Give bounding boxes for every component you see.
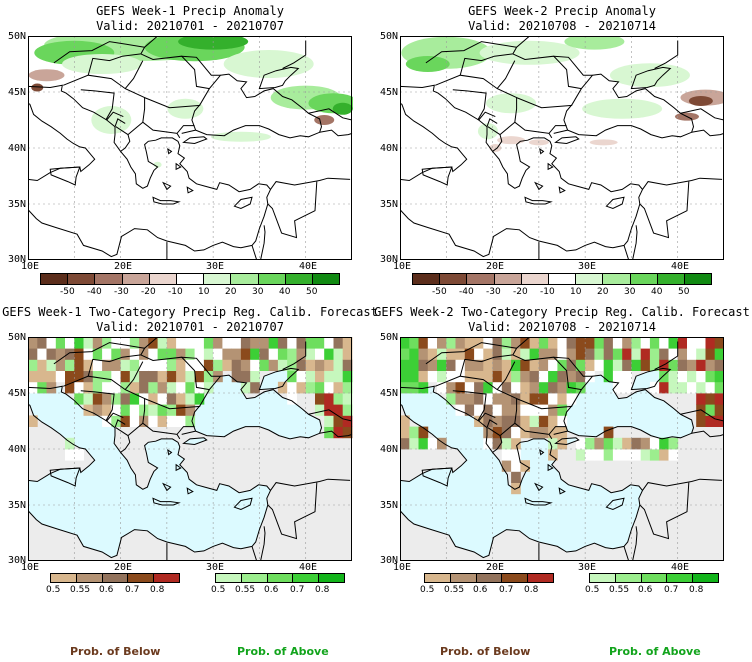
anomaly-swatch xyxy=(122,274,150,284)
graticule xyxy=(400,337,724,561)
anomaly-swatch xyxy=(521,274,549,284)
anomaly-swatch xyxy=(657,274,685,284)
island-layer xyxy=(49,148,253,210)
anomaly-swatch xyxy=(176,274,205,284)
sea-layer xyxy=(28,367,323,561)
anomaly-swatch xyxy=(603,274,631,284)
anomaly-swatch xyxy=(41,274,69,284)
below-swatch xyxy=(51,574,77,582)
above-colorbar-br xyxy=(589,573,719,583)
panel-valid-week2-anomaly: Valid: 20210708 - 20210714 xyxy=(468,19,656,33)
anomaly-swatch xyxy=(204,274,232,284)
anomaly-swatch xyxy=(231,274,259,284)
above-swatch xyxy=(241,574,268,582)
below-swatch xyxy=(476,574,503,582)
graticule xyxy=(28,337,352,561)
below-swatch xyxy=(425,574,451,582)
prob-above-label-br: Prob. of Above xyxy=(609,645,701,658)
island-layer xyxy=(421,449,625,511)
above-swatch xyxy=(590,574,616,582)
panel-valid-week1-anomaly: Valid: 20210701 - 20210707 xyxy=(96,19,284,33)
above-colorbar-bl xyxy=(215,573,345,583)
anomaly-swatch xyxy=(684,274,712,284)
anomaly-swatch xyxy=(413,274,441,284)
sea-layer xyxy=(400,66,695,260)
anomaly-swatch xyxy=(149,274,177,284)
sea-fill xyxy=(28,368,322,561)
graticule xyxy=(28,36,352,260)
anomaly-swatch xyxy=(95,274,123,284)
country-borders xyxy=(53,36,353,260)
below-swatch xyxy=(154,574,179,582)
prob-above-label-bl: Prob. of Above xyxy=(237,645,329,658)
panel-title-week2-twocat: GEFS Week-2 Two-Category Precip Reg. Cal… xyxy=(374,305,750,319)
above-swatch xyxy=(641,574,668,582)
island-layer xyxy=(49,449,253,511)
below-swatch xyxy=(502,574,529,582)
country-borders xyxy=(425,337,724,561)
map-week1-twocat xyxy=(28,337,353,561)
above-swatch xyxy=(319,574,344,582)
sea-layer xyxy=(28,66,323,260)
anomaly-swatch xyxy=(440,274,468,284)
above-swatch xyxy=(615,574,642,582)
island-layer xyxy=(421,148,625,210)
below-swatch xyxy=(76,574,103,582)
anomaly-shading xyxy=(401,36,724,152)
above-swatch xyxy=(693,574,718,582)
anomaly-swatch xyxy=(285,274,313,284)
map-week2-anomaly xyxy=(400,36,724,260)
anomaly-swatch xyxy=(312,274,340,284)
map-week1-anomaly xyxy=(28,36,353,260)
country-borders xyxy=(425,36,724,260)
anomaly-swatch xyxy=(548,274,577,284)
panel-title-week1-anomaly: GEFS Week-1 Precip Anomaly xyxy=(96,4,284,18)
country-borders xyxy=(53,337,353,561)
below-swatch xyxy=(128,574,155,582)
below-swatch xyxy=(102,574,129,582)
anomaly-swatch xyxy=(68,274,96,284)
map-frame xyxy=(28,337,352,561)
anomaly-swatch xyxy=(258,274,286,284)
above-swatch xyxy=(667,574,694,582)
above-swatch xyxy=(293,574,320,582)
anomaly-colorbar-tr xyxy=(412,273,712,285)
prob-below-label-br: Prob. of Below xyxy=(440,645,531,658)
graticule xyxy=(400,36,724,260)
map-frame xyxy=(28,36,352,260)
map-week2-twocat xyxy=(400,337,724,561)
sea-fill xyxy=(400,368,694,561)
anomaly-swatch xyxy=(630,274,658,284)
sea-layer xyxy=(400,367,695,561)
below-colorbar-br xyxy=(424,573,554,583)
anomaly-swatch xyxy=(494,274,522,284)
prob-below-label-bl: Prob. of Below xyxy=(70,645,161,658)
map-frame xyxy=(400,36,724,260)
panel-title-week2-anomaly: GEFS Week-2 Precip Anomaly xyxy=(468,4,656,18)
below-swatch xyxy=(528,574,553,582)
map-frame xyxy=(400,337,724,561)
anomaly-swatch xyxy=(576,274,604,284)
panel-valid-week1-twocat: Valid: 20210701 - 20210707 xyxy=(96,320,284,334)
above-swatch xyxy=(216,574,242,582)
panel-title-week1-twocat: GEFS Week-1 Two-Category Precip Reg. Cal… xyxy=(2,305,378,319)
above-swatch xyxy=(267,574,294,582)
anomaly-colorbar-tl xyxy=(40,273,340,285)
below-swatch xyxy=(450,574,477,582)
anomaly-swatch xyxy=(467,274,495,284)
panel-valid-week2-twocat: Valid: 20210708 - 20210714 xyxy=(468,320,656,334)
below-colorbar-bl xyxy=(50,573,180,583)
